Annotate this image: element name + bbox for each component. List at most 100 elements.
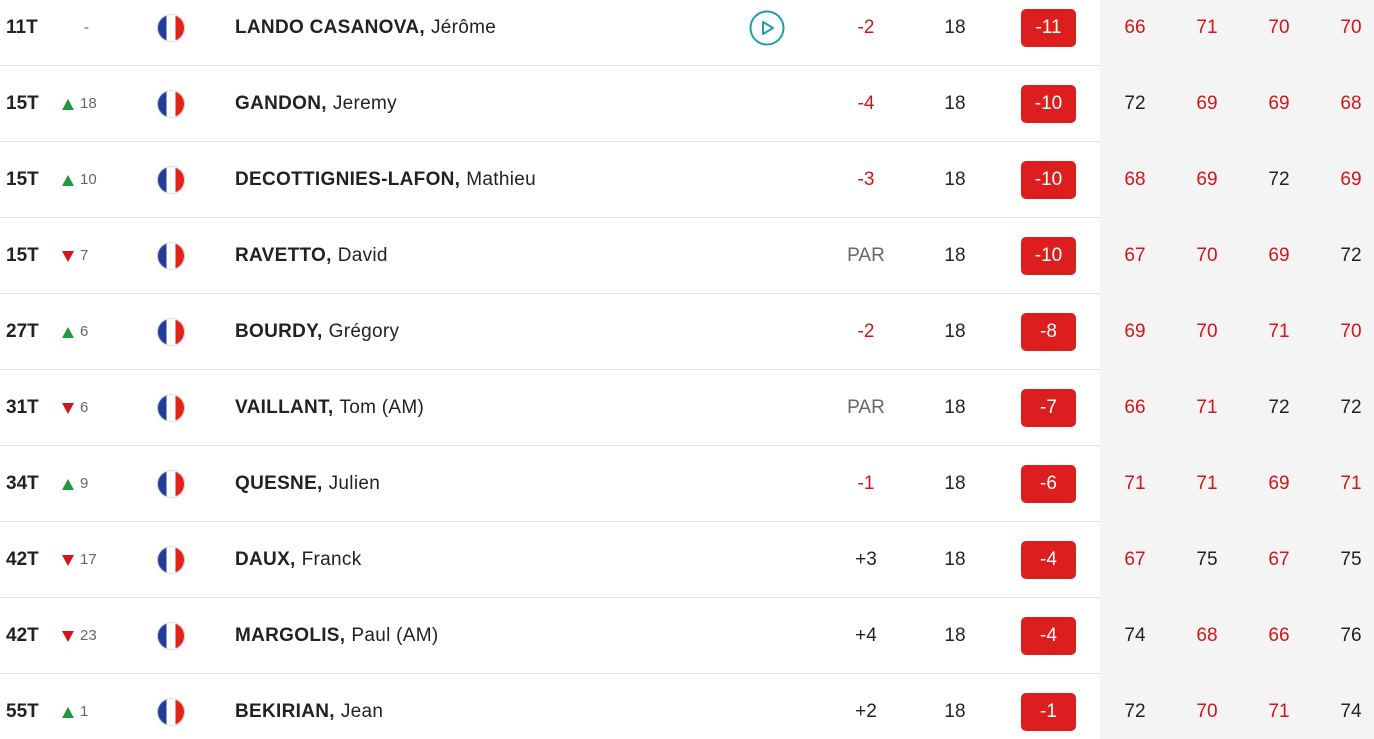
total-score: -10 [1021,85,1076,123]
player-row[interactable]: 31T 6 VAILLANT, Tom (AM) PAR 18 -7 66 71 72 72 [0,370,1374,446]
position: 11T [6,17,38,38]
first-name: Tom (AM) [339,397,425,418]
player-name[interactable]: GANDON, Jeremy [235,66,397,142]
round-score: 75 [1340,549,1362,570]
round-score: 71 [1196,397,1218,418]
player-row[interactable]: 11T - LANDO CASANOVA, Jérôme -2 18 -11 66 71 70 70 [0,0,1374,66]
play-video-button[interactable] [749,10,785,46]
flag-france [157,318,185,346]
up-arrow [62,326,74,338]
round-score: 69 [1268,473,1290,494]
total-score: -10 [1021,237,1076,275]
thru: 18 [944,169,966,190]
round-score: 70 [1196,701,1218,722]
last-name: DECOTTIGNIES-LAFON, [235,169,461,190]
player-row[interactable]: 27T 6 BOURDY, Grégory -2 18 -8 69 70 71 70 [0,294,1374,370]
movement-value: 6 [80,399,89,416]
round-score: 70 [1196,245,1218,266]
flag-france [157,546,185,574]
player-name[interactable]: BOURDY, Grégory [235,294,399,370]
thru: 18 [944,625,966,646]
round-score: 72 [1340,397,1362,418]
round-score: 72 [1124,93,1146,114]
flag-france [157,470,185,498]
first-name: Mathieu [466,169,536,190]
player-name[interactable]: DAUX, Franck [235,522,362,598]
first-name: Jean [340,701,384,722]
flag-france [157,698,185,726]
last-name: VAILLANT, [235,397,334,418]
today-score: +2 [855,701,877,722]
last-name: DAUX, [235,549,296,570]
round-score: 70 [1340,17,1362,38]
round-score: 71 [1268,701,1290,722]
first-name: Jérôme [430,17,497,38]
player-name[interactable]: QUESNE, Julien [235,446,380,522]
movement: 1 [62,674,118,739]
first-name: David [337,245,388,266]
round-score: 67 [1268,549,1290,570]
player-name[interactable]: LANDO CASANOVA, Jérôme [235,0,496,66]
player-name[interactable]: MARGOLIS, Paul (AM) [235,598,439,674]
up-arrow [62,98,74,110]
movement: 9 [62,446,118,522]
total-score: -6 [1021,465,1076,503]
flag-france [157,90,185,118]
today-score: PAR [847,397,885,418]
movement: 6 [62,294,118,370]
player-name[interactable]: VAILLANT, Tom (AM) [235,370,424,446]
round-score: 70 [1196,321,1218,342]
row-separator [0,217,1100,218]
last-name: MARGOLIS, [235,625,346,646]
round-score: 69 [1124,321,1146,342]
movement: 10 [62,142,118,218]
player-row[interactable]: 15T 7 RAVETTO, David PAR 18 -10 67 70 69 72 [0,218,1374,294]
total-score: -4 [1021,541,1076,579]
position: 34T [6,473,39,494]
today-score: -3 [857,169,875,190]
thru: 18 [944,701,966,722]
flag-france [157,242,185,270]
row-separator [0,521,1100,522]
total-score: -1 [1021,693,1076,731]
round-score: 71 [1268,321,1290,342]
down-arrow [62,402,74,414]
round-score: 71 [1196,473,1218,494]
round-score: 69 [1196,169,1218,190]
up-arrow [62,174,74,186]
rounds-background [1100,0,1374,739]
round-score: 74 [1124,625,1146,646]
player-row[interactable]: 15T 10 DECOTTIGNIES-LAFON, Mathieu -3 18 -10 68… [0,142,1374,218]
movement-value: 7 [80,247,89,264]
movement-value: 18 [80,95,97,112]
thru: 18 [944,321,966,342]
player-row[interactable]: 42T 23 MARGOLIS, Paul (AM) +4 18 -4 74 68 66 76 [0,598,1374,674]
today-score: -2 [857,17,875,38]
round-score: 69 [1268,93,1290,114]
player-name[interactable]: RAVETTO, David [235,218,388,294]
player-name[interactable]: BEKIRIAN, Jean [235,674,383,739]
movement: 18 [62,66,118,142]
movement: 17 [62,522,118,598]
player-row[interactable]: 15T 18 GANDON, Jeremy -4 18 -10 72 69 69 68 [0,66,1374,142]
position: 55T [6,701,39,722]
today-score: PAR [847,245,885,266]
round-score: 69 [1268,245,1290,266]
row-separator [0,445,1100,446]
position: 15T [6,169,39,190]
player-name[interactable]: DECOTTIGNIES-LAFON, Mathieu [235,142,536,218]
round-score: 66 [1268,625,1290,646]
movement: 23 [62,598,118,674]
total-score: -10 [1021,161,1076,199]
round-score: 70 [1340,321,1362,342]
round-score: 70 [1268,17,1290,38]
player-row[interactable]: 42T 17 DAUX, Franck +3 18 -4 67 75 67 75 [0,522,1374,598]
today-score: -2 [857,321,875,342]
up-arrow [62,706,74,718]
player-row[interactable]: 55T 1 BEKIRIAN, Jean +2 18 -1 72 70 71 74 [0,674,1374,739]
player-row[interactable]: 34T 9 QUESNE, Julien -1 18 -6 71 71 69 71 [0,446,1374,522]
last-name: GANDON, [235,93,327,114]
first-name: Jeremy [332,93,397,114]
